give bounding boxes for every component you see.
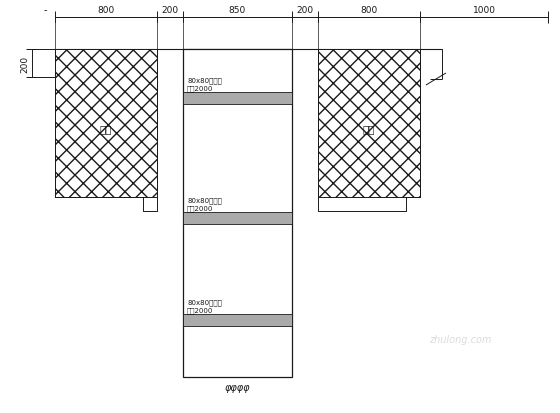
Text: 80x80薄帮钎: 80x80薄帮钎 [187, 299, 222, 305]
Bar [183, 50, 292, 377]
Bar [183, 314, 292, 326]
Text: 1000: 1000 [473, 6, 496, 15]
Bar [183, 212, 292, 224]
Text: 200: 200 [162, 6, 179, 15]
Text: 间距2000: 间距2000 [187, 85, 213, 92]
Text: 间距2000: 间距2000 [187, 205, 213, 211]
Text: φφφφ: φφφφ [225, 382, 250, 392]
Text: -: - [43, 5, 46, 15]
Text: 800: 800 [360, 6, 377, 15]
Text: 200: 200 [20, 55, 29, 72]
Text: 粘土: 粘土 [100, 124, 113, 134]
Bar [55, 50, 157, 197]
Text: zhulong.com: zhulong.com [429, 334, 491, 344]
Bar [318, 50, 420, 197]
Text: 850: 850 [229, 6, 246, 15]
Text: 200: 200 [296, 6, 313, 15]
Text: 800: 800 [97, 6, 115, 15]
Bar [183, 93, 292, 105]
Text: 粘土: 粘土 [362, 124, 375, 134]
Text: 80x80薄帮钎: 80x80薄帮钎 [187, 77, 222, 84]
Text: 80x80薄帮钎: 80x80薄帮钎 [187, 197, 222, 204]
Text: 间距2000: 间距2000 [187, 306, 213, 313]
